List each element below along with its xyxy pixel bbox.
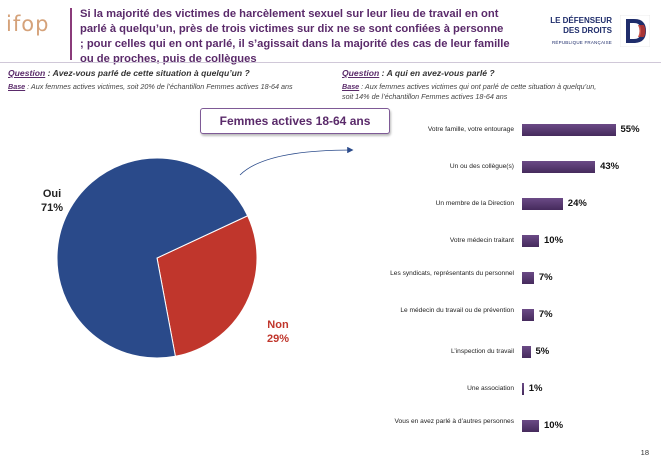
defenseur-line2: DES DROITS — [563, 26, 612, 35]
header-divider — [70, 8, 72, 60]
right-question-text: : A qui en avez-vous parlé ? — [379, 68, 495, 78]
right-question-label: Question — [342, 68, 380, 78]
bar — [522, 420, 539, 432]
defenseur-d-logo-icon — [620, 15, 650, 47]
page-number: 18 — [640, 448, 649, 457]
bar — [522, 272, 534, 284]
pie-label-non-name: Non — [267, 319, 289, 331]
pie-label-oui-value: 71% — [40, 202, 64, 214]
bar-category-label: Vous en avez parlé à d’autres personnes — [394, 418, 515, 425]
right-question: Question : A qui en avez-vous parlé ? — [342, 68, 642, 78]
bar-value-label: 10% — [544, 420, 564, 431]
bar-category-label: L’inspection du travail — [450, 348, 514, 355]
bar — [522, 198, 563, 210]
bar-value-label: 7% — [538, 309, 553, 320]
bar-category-label: Les syndicats, représentants du personne… — [390, 270, 514, 277]
pie-label-oui-name: Oui — [42, 188, 62, 200]
bar-category-label: Votre médecin traitant — [449, 237, 514, 244]
bar-category-label: Le médecin du travail ou de prévention — [400, 307, 514, 314]
bar-value-label: 43% — [600, 161, 620, 172]
bar-value-label: 24% — [567, 198, 587, 209]
left-question-label: Question — [8, 68, 46, 78]
bar-category-label: Un membre de la Direction — [435, 200, 514, 207]
bar — [522, 309, 534, 321]
bar — [522, 346, 531, 358]
right-base: Base : Aux femmes actives victimes qui o… — [342, 82, 602, 102]
left-question-text: : Avez-vous parlé de cette situation à q… — [45, 68, 250, 78]
left-base: Base : Aux femmes actives victimes, soit… — [8, 82, 328, 92]
population-banner: Femmes actives 18-64 ans — [200, 108, 390, 134]
left-base-label: Base — [8, 82, 26, 91]
bar-category-label: Une association — [467, 385, 514, 392]
left-base-text: : Aux femmes actives victimes, soit 20% … — [25, 82, 293, 91]
bar — [522, 235, 539, 247]
bar-value-label: 1% — [528, 383, 543, 394]
bar — [522, 383, 524, 395]
bar-category-label: Votre famille, votre entourage — [427, 126, 514, 133]
defenseur-small: RÉPUBLIQUE FRANÇAISE — [551, 40, 612, 45]
bar — [522, 124, 616, 136]
bar-category-label: Un ou des collègue(s) — [449, 163, 514, 170]
bar-value-label: 5% — [535, 346, 550, 357]
bar — [522, 161, 596, 173]
defenseur-logo-text: LE DÉFENSEUR DES DROITS RÉPUBLIQUE FRANÇ… — [546, 16, 612, 48]
right-base-text: : Aux femmes actives victimes qui ont pa… — [342, 82, 597, 101]
bar-value-label: 7% — [538, 272, 553, 283]
header-rule — [0, 62, 661, 63]
left-question: Question : Avez-vous parlé de cette situ… — [8, 68, 328, 78]
pie-label-non-value: 29% — [266, 333, 290, 345]
bar-value-label: 10% — [544, 235, 564, 246]
pie-label-oui: Oui 71% — [22, 187, 82, 215]
defenseur-line1: LE DÉFENSEUR — [550, 16, 612, 25]
pie-label-non: Non 29% — [253, 318, 303, 346]
right-base-label: Base — [342, 82, 360, 91]
bar-value-label: 55% — [620, 124, 640, 135]
pie-slice-oui — [56, 157, 249, 359]
ifop-logo: ifop — [6, 12, 50, 36]
pie-slice-non — [156, 215, 258, 357]
